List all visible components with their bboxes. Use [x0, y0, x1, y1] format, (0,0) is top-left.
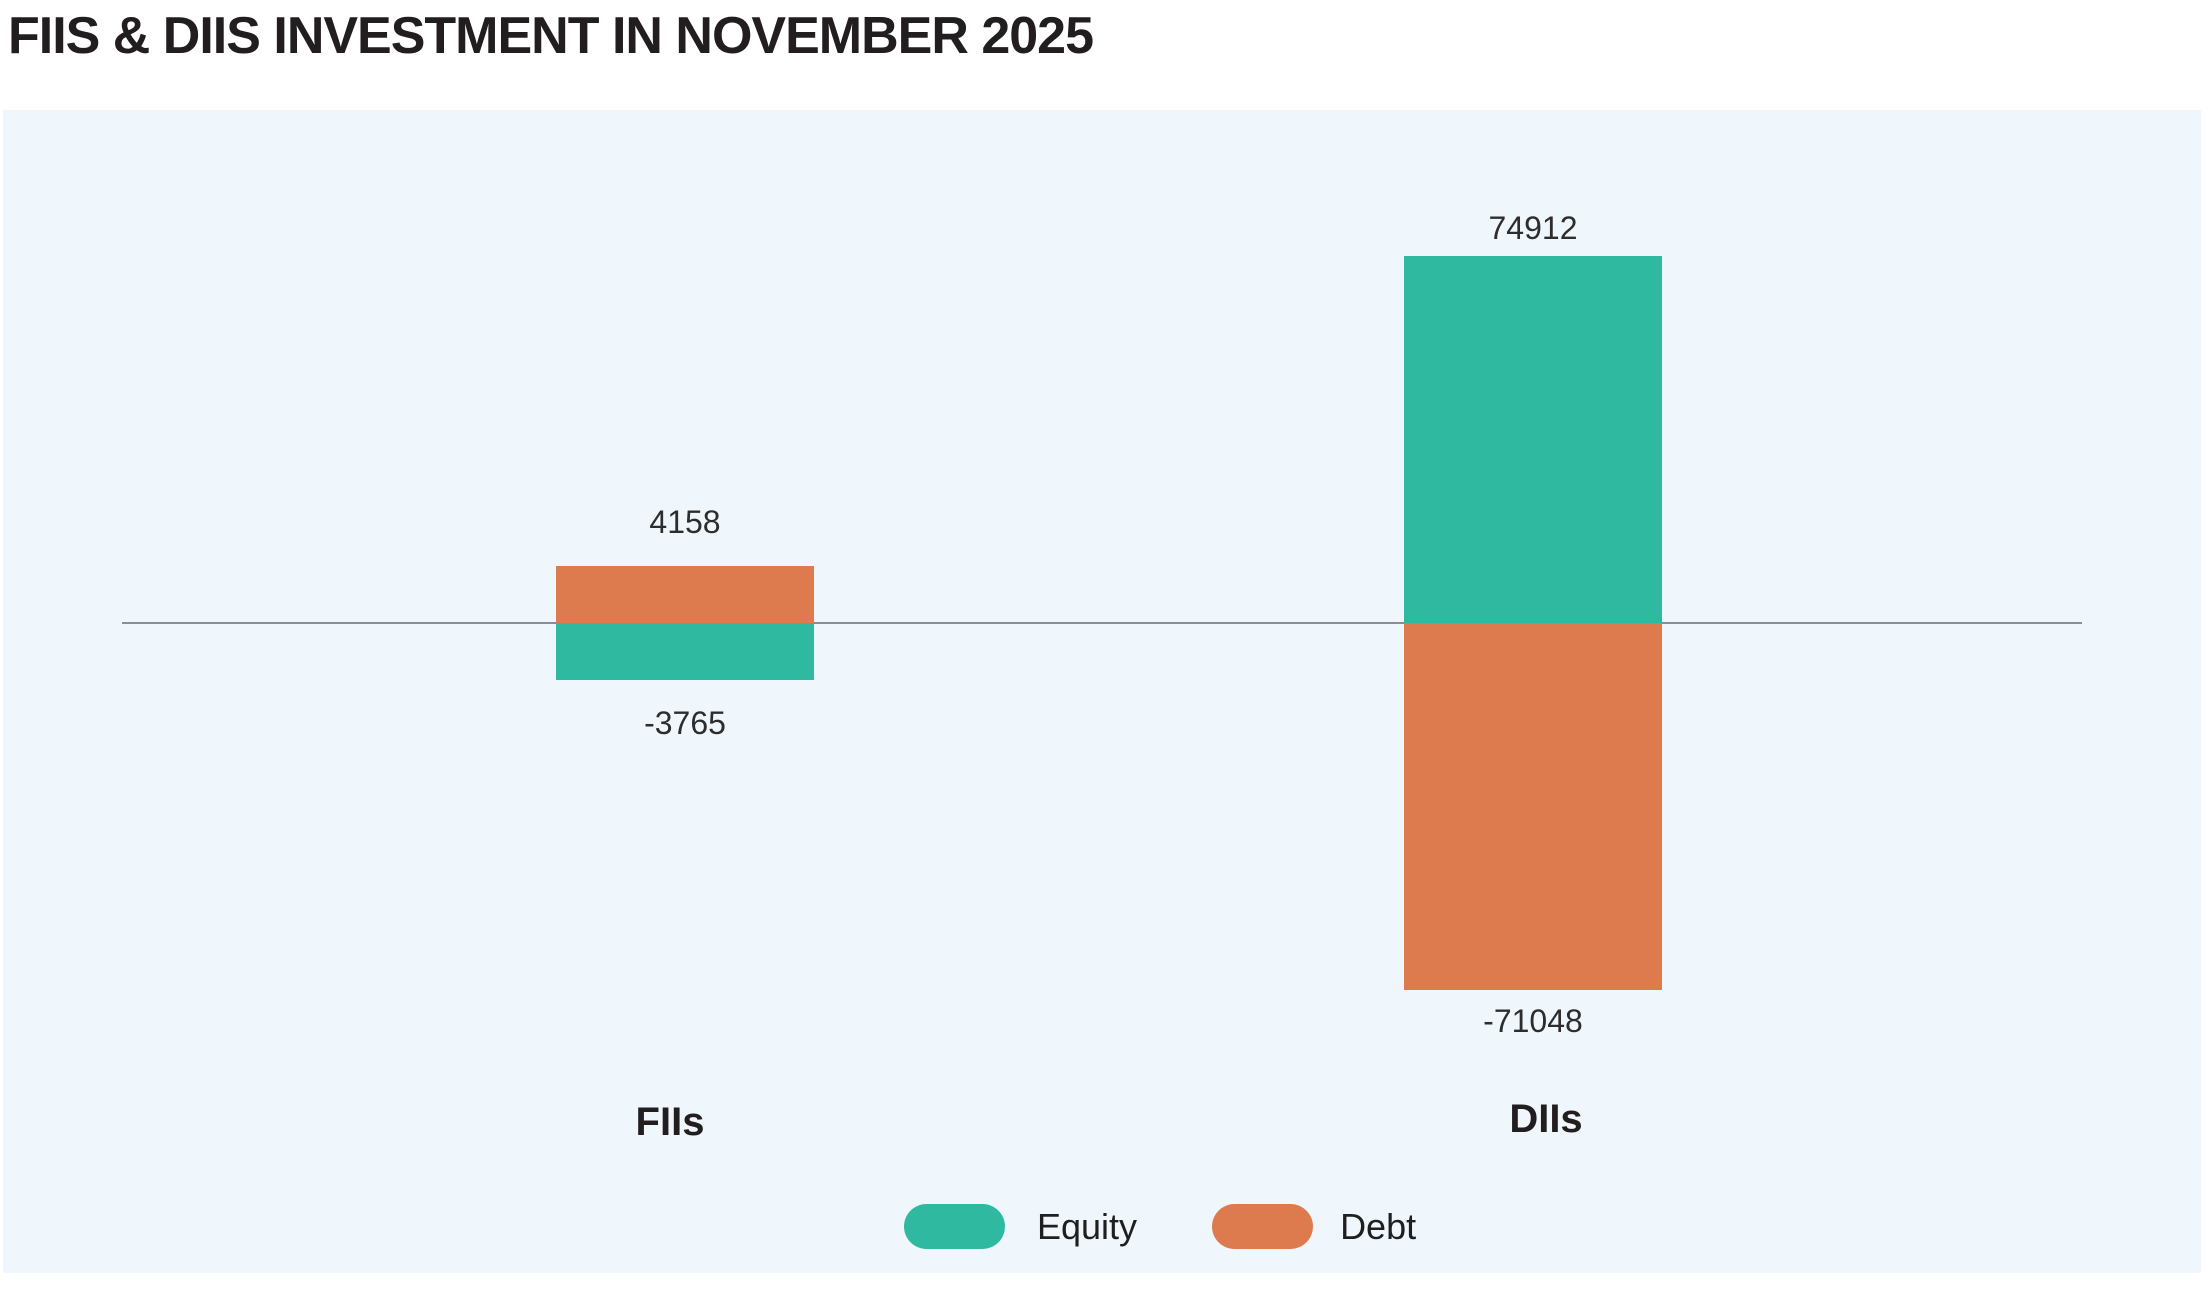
value-label-fiis-equity: -3765 [644, 705, 726, 741]
chart-panel: 4158 -3765 FIIs 74912 -71048 DIIs Equity… [3, 110, 2201, 1273]
value-label-diis-equity: 74912 [1488, 210, 1578, 246]
category-label-diis: DIIs [1509, 1097, 1583, 1141]
bar-fiis-debt [556, 566, 814, 623]
value-label-diis-debt: -71048 [1483, 1003, 1583, 1039]
bar-diis-debt [1404, 623, 1662, 990]
legend-label-equity[interactable]: Equity [1037, 1205, 1138, 1247]
bar-fiis-equity [556, 623, 814, 680]
chart-legend: Equity Debt [904, 1204, 1416, 1249]
bar-diis-equity [1404, 256, 1662, 623]
value-label-fiis-debt: 4158 [649, 504, 721, 540]
zero-axis-line [122, 622, 2082, 624]
page-title: FIIS & DIIS INVESTMENT IN NOVEMBER 2025 [8, 7, 1094, 65]
category-label-fiis: FIIs [635, 1100, 705, 1144]
legend-swatch-debt[interactable] [1212, 1204, 1314, 1249]
legend-swatch-equity[interactable] [904, 1204, 1005, 1249]
legend-label-debt[interactable]: Debt [1340, 1205, 1417, 1247]
